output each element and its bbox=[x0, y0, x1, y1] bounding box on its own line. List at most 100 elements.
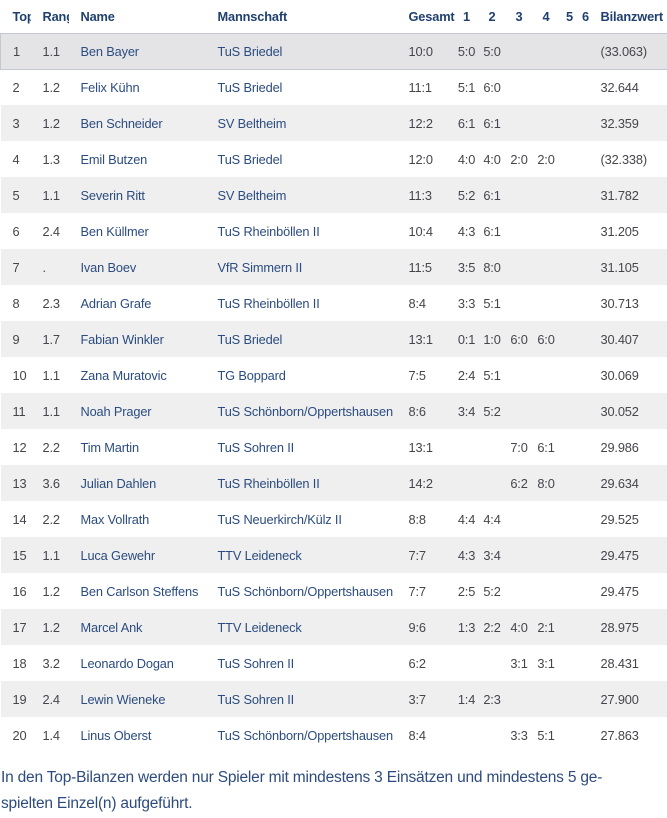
team-name-link[interactable]: SV Beltheim bbox=[206, 105, 397, 141]
table-row[interactable]: 3 1.2 Ben Schneider SV Beltheim 12:2 6:1… bbox=[1, 105, 667, 141]
cell-rang: 1.1 bbox=[31, 537, 69, 573]
player-name-link[interactable]: Leonardo Dogan bbox=[69, 645, 206, 681]
cell-balance-3 bbox=[506, 357, 533, 393]
table-row[interactable]: 13 3.6 Julian Dahlen TuS Rheinböllen II … bbox=[1, 465, 667, 501]
player-name-link[interactable]: Ben Küllmer bbox=[69, 213, 206, 249]
cell-gesamt: 11:5 bbox=[397, 249, 455, 285]
player-name-link[interactable]: Ben Schneider bbox=[69, 105, 206, 141]
player-name-link[interactable]: Severin Ritt bbox=[69, 177, 206, 213]
team-name-link[interactable]: TuS Sohren II bbox=[206, 429, 397, 465]
team-name-link[interactable]: TuS Rheinböllen II bbox=[206, 213, 397, 249]
player-name-link[interactable]: Lewin Wieneke bbox=[69, 681, 206, 717]
cell-balance-1: 5:2 bbox=[455, 177, 479, 213]
table-header-row: Top Rang Name Mannschaft Gesamt 1 2 3 4 … bbox=[1, 0, 667, 33]
team-name-link[interactable]: TTV Leideneck bbox=[206, 537, 397, 573]
team-name-link[interactable]: TuS Briedel bbox=[206, 33, 397, 69]
cell-bilanzwert: 27.863 bbox=[592, 717, 667, 753]
team-name-link[interactable]: SV Beltheim bbox=[206, 177, 397, 213]
team-name-link[interactable]: VfR Simmern II bbox=[206, 249, 397, 285]
cell-rang: 2.3 bbox=[31, 285, 69, 321]
player-name-link[interactable]: Luca Gewehr bbox=[69, 537, 206, 573]
cell-balance-3 bbox=[506, 537, 533, 573]
table-row[interactable]: 6 2.4 Ben Küllmer TuS Rheinböllen II 10:… bbox=[1, 213, 667, 249]
cell-balance-2: 6:0 bbox=[479, 69, 506, 105]
cell-balance-6 bbox=[580, 393, 592, 429]
table-row[interactable]: 7 . Ivan Boev VfR Simmern II 11:5 3:5 8:… bbox=[1, 249, 667, 285]
table-row[interactable]: 20 1.4 Linus Oberst TuS Schönborn/Oppert… bbox=[1, 717, 667, 753]
team-name-link[interactable]: TTV Leideneck bbox=[206, 609, 397, 645]
cell-top-rank: 6 bbox=[1, 213, 31, 249]
player-name-link[interactable]: Julian Dahlen bbox=[69, 465, 206, 501]
team-name-link[interactable]: TuS Schönborn/Oppertshausen bbox=[206, 573, 397, 609]
player-name-link[interactable]: Linus Oberst bbox=[69, 717, 206, 753]
table-row[interactable]: 9 1.7 Fabian Winkler TuS Briedel 13:1 0:… bbox=[1, 321, 667, 357]
player-name-link[interactable]: Ivan Boev bbox=[69, 249, 206, 285]
table-row[interactable]: 8 2.3 Adrian Grafe TuS Rheinböllen II 8:… bbox=[1, 285, 667, 321]
table-row[interactable]: 14 2.2 Max Vollrath TuS Neuerkirch/Külz … bbox=[1, 501, 667, 537]
player-name-link[interactable]: Emil Butzen bbox=[69, 141, 206, 177]
cell-balance-5 bbox=[560, 249, 580, 285]
cell-bilanzwert: 27.900 bbox=[592, 681, 667, 717]
cell-gesamt: 10:4 bbox=[397, 213, 455, 249]
cell-balance-6 bbox=[580, 285, 592, 321]
player-name-link[interactable]: Fabian Winkler bbox=[69, 321, 206, 357]
table-row[interactable]: 15 1.1 Luca Gewehr TTV Leideneck 7:7 4:3… bbox=[1, 537, 667, 573]
cell-balance-2: 4:0 bbox=[479, 141, 506, 177]
table-row[interactable]: 10 1.1 Zana Muratovic TG Boppard 7:5 2:4… bbox=[1, 357, 667, 393]
team-name-link[interactable]: TuS Schönborn/Oppertshausen bbox=[206, 717, 397, 753]
team-name-link[interactable]: TuS Neuerkirch/Külz II bbox=[206, 501, 397, 537]
cell-top-rank: 10 bbox=[1, 357, 31, 393]
cell-balance-5 bbox=[560, 357, 580, 393]
table-row[interactable]: 19 2.4 Lewin Wieneke TuS Sohren II 3:7 1… bbox=[1, 681, 667, 717]
team-name-link[interactable]: TuS Sohren II bbox=[206, 681, 397, 717]
cell-balance-6 bbox=[580, 141, 592, 177]
team-name-link[interactable]: TuS Sohren II bbox=[206, 645, 397, 681]
table-row[interactable]: 16 1.2 Ben Carlson Steffens TuS Schönbor… bbox=[1, 573, 667, 609]
cell-gesamt: 7:7 bbox=[397, 537, 455, 573]
player-name-link[interactable]: Ben Carlson Steffens bbox=[69, 573, 206, 609]
table-row[interactable]: 18 3.2 Leonardo Dogan TuS Sohren II 6:2 … bbox=[1, 645, 667, 681]
table-row[interactable]: 5 1.1 Severin Ritt SV Beltheim 11:3 5:2 … bbox=[1, 177, 667, 213]
player-name-link[interactable]: Max Vollrath bbox=[69, 501, 206, 537]
table-row[interactable]: 1 1.1 Ben Bayer TuS Briedel 10:0 5:0 5:0… bbox=[1, 33, 667, 69]
column-header-4: 4 bbox=[533, 0, 560, 33]
player-name-link[interactable]: Ben Bayer bbox=[69, 33, 206, 69]
cell-rang: 2.2 bbox=[31, 429, 69, 465]
cell-rang: 2.4 bbox=[31, 213, 69, 249]
team-name-link[interactable]: TuS Schönborn/Oppertshausen bbox=[206, 393, 397, 429]
cell-top-rank: 19 bbox=[1, 681, 31, 717]
player-name-link[interactable]: Zana Muratovic bbox=[69, 357, 206, 393]
player-name-link[interactable]: Tim Martin bbox=[69, 429, 206, 465]
table-row[interactable]: 12 2.2 Tim Martin TuS Sohren II 13:1 7:0… bbox=[1, 429, 667, 465]
cell-bilanzwert: 30.713 bbox=[592, 285, 667, 321]
cell-balance-4 bbox=[533, 357, 560, 393]
team-name-link[interactable]: TuS Briedel bbox=[206, 141, 397, 177]
cell-top-rank: 18 bbox=[1, 645, 31, 681]
player-name-link[interactable]: Adrian Grafe bbox=[69, 285, 206, 321]
cell-balance-6 bbox=[580, 357, 592, 393]
table-row[interactable]: 11 1.1 Noah Prager TuS Schönborn/Opperts… bbox=[1, 393, 667, 429]
cell-balance-2: 1:0 bbox=[479, 321, 506, 357]
team-name-link[interactable]: TuS Rheinböllen II bbox=[206, 465, 397, 501]
cell-top-rank: 12 bbox=[1, 429, 31, 465]
table-row[interactable]: 4 1.3 Emil Butzen TuS Briedel 12:0 4:0 4… bbox=[1, 141, 667, 177]
team-name-link[interactable]: TuS Briedel bbox=[206, 69, 397, 105]
cell-top-rank: 14 bbox=[1, 501, 31, 537]
team-name-link[interactable]: TG Boppard bbox=[206, 357, 397, 393]
top-bilanzen-table: Top Rang Name Mannschaft Gesamt 1 2 3 4 … bbox=[0, 0, 667, 753]
cell-bilanzwert: 30.069 bbox=[592, 357, 667, 393]
cell-balance-4: 5:1 bbox=[533, 717, 560, 753]
table-row[interactable]: 17 1.2 Marcel Ank TTV Leideneck 9:6 1:3 … bbox=[1, 609, 667, 645]
cell-balance-3: 3:3 bbox=[506, 717, 533, 753]
cell-balance-4: 2:1 bbox=[533, 609, 560, 645]
cell-rang: 2.2 bbox=[31, 501, 69, 537]
player-name-link[interactable]: Marcel Ank bbox=[69, 609, 206, 645]
player-name-link[interactable]: Noah Prager bbox=[69, 393, 206, 429]
cell-balance-4 bbox=[533, 177, 560, 213]
team-name-link[interactable]: TuS Rheinböllen II bbox=[206, 285, 397, 321]
cell-top-rank: 2 bbox=[1, 69, 31, 105]
team-name-link[interactable]: TuS Briedel bbox=[206, 321, 397, 357]
table-row[interactable]: 2 1.2 Felix Kühn TuS Briedel 11:1 5:1 6:… bbox=[1, 69, 667, 105]
cell-balance-4 bbox=[533, 501, 560, 537]
player-name-link[interactable]: Felix Kühn bbox=[69, 69, 206, 105]
